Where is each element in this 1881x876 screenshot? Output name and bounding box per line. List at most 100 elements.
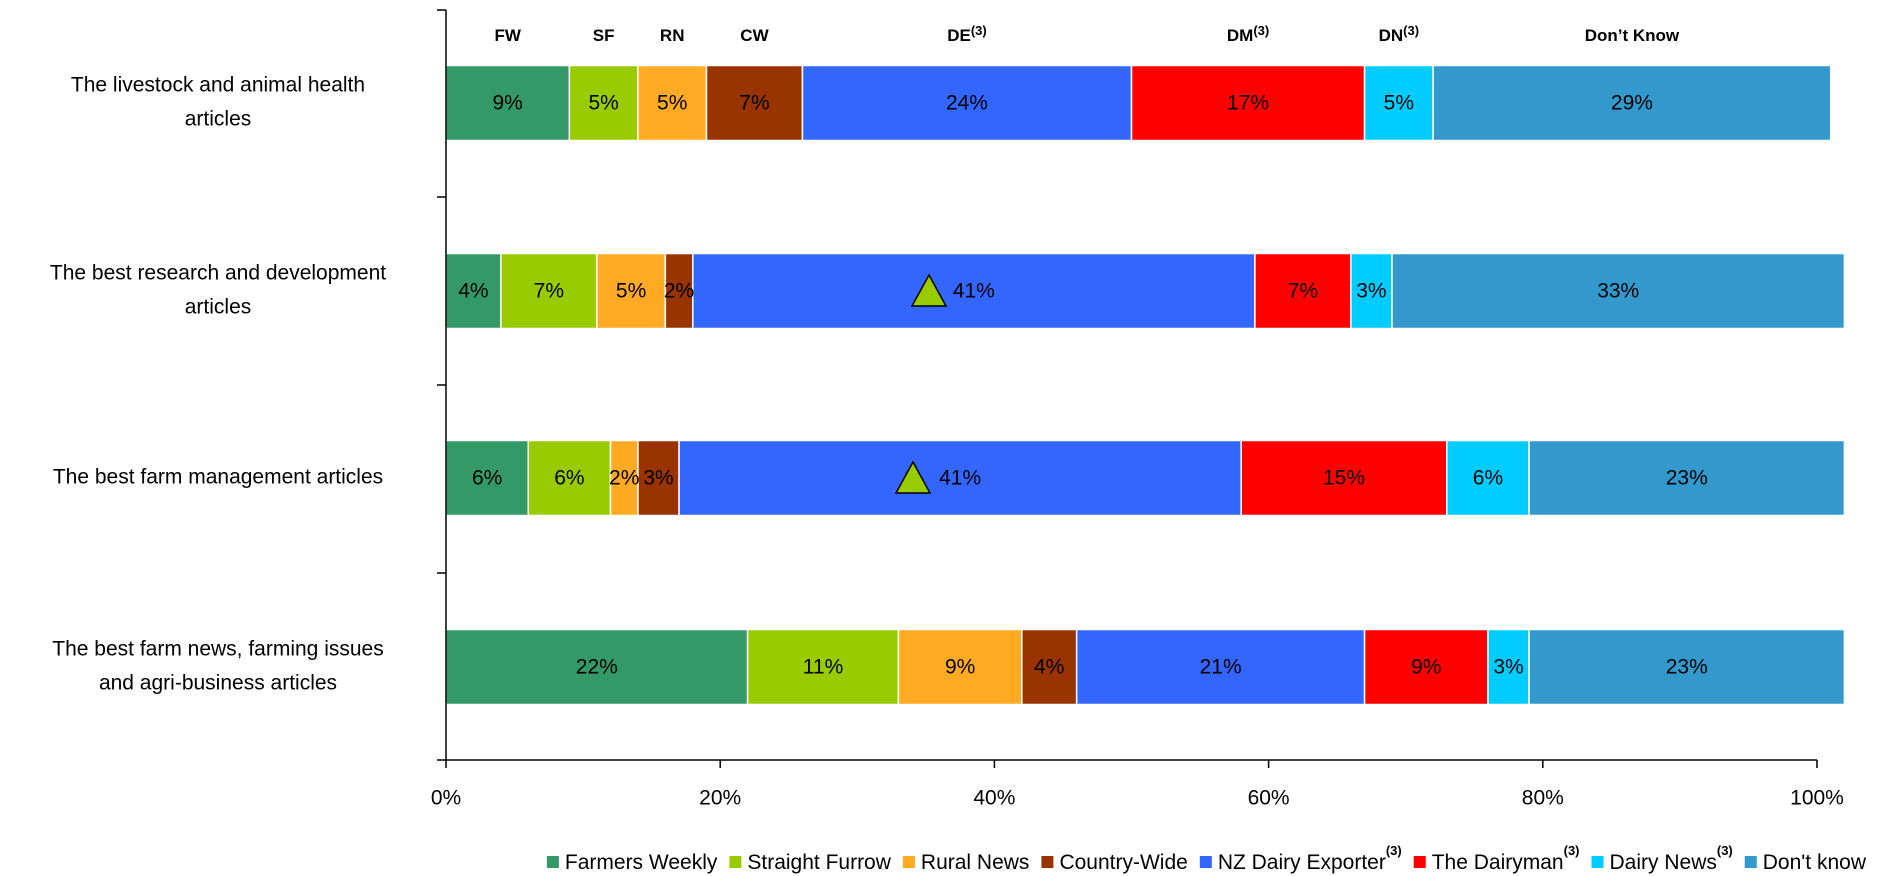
data-label: 21% bbox=[1200, 656, 1242, 679]
column-header: Don’t Know bbox=[1585, 26, 1680, 45]
data-label: 17% bbox=[1227, 92, 1269, 115]
column-header: DM(3) bbox=[1227, 23, 1269, 45]
data-label: 4% bbox=[1034, 656, 1064, 679]
data-label: 3% bbox=[1493, 656, 1523, 679]
bar-segment bbox=[692, 252, 1256, 330]
bar-segment bbox=[1432, 64, 1832, 142]
bar-segment bbox=[500, 252, 598, 330]
data-label: 4% bbox=[458, 280, 488, 303]
bar-segment bbox=[568, 64, 639, 142]
bar-segment bbox=[1254, 252, 1352, 330]
data-label: 11% bbox=[803, 656, 843, 679]
legend-name: Dairy News bbox=[1610, 851, 1717, 874]
x-tick-label: 80% bbox=[1522, 787, 1564, 810]
column-header-text: Don’t Know bbox=[1585, 26, 1680, 45]
bar-segment bbox=[637, 439, 680, 517]
x-tick-label: 0% bbox=[431, 787, 461, 810]
bar-segment bbox=[1021, 628, 1078, 706]
legend-label: Straight Furrow bbox=[747, 851, 891, 874]
bar-segment bbox=[1363, 64, 1434, 142]
column-header-note: (3) bbox=[971, 23, 987, 38]
column-header-text: SF bbox=[593, 26, 615, 45]
legend-label: Rural News bbox=[921, 851, 1030, 874]
data-label: 9% bbox=[945, 656, 975, 679]
legend-name: Farmers Weekly bbox=[565, 851, 718, 874]
legend-name: Country-Wide bbox=[1059, 851, 1187, 874]
data-label: 6% bbox=[472, 467, 502, 490]
data-label: 5% bbox=[1384, 92, 1414, 115]
legend-swatch bbox=[902, 856, 915, 868]
legend-item: Country-Wide bbox=[1041, 851, 1188, 874]
category-label: and agri-business articles bbox=[99, 672, 337, 695]
legend-item: Farmers Weekly bbox=[546, 851, 718, 874]
bar-segment bbox=[1391, 252, 1846, 330]
bar-segment bbox=[1528, 439, 1846, 517]
data-label: 23% bbox=[1666, 467, 1708, 490]
column-header: CW bbox=[740, 26, 769, 45]
legend-swatch bbox=[1591, 856, 1604, 868]
data-label: 7% bbox=[739, 92, 769, 115]
legend-label: NZ Dairy Exporter(3) bbox=[1218, 843, 1402, 873]
significance-triangle bbox=[894, 460, 932, 494]
data-label: 24% bbox=[946, 92, 988, 115]
column-header: SF bbox=[593, 26, 615, 45]
data-label: 2% bbox=[664, 280, 694, 303]
data-label: 29% bbox=[1611, 92, 1653, 115]
legend-label: Dairy News(3) bbox=[1610, 843, 1733, 873]
legend-name: Rural News bbox=[921, 851, 1030, 874]
legend-name: NZ Dairy Exporter bbox=[1218, 851, 1386, 874]
category-label: The best farm management articles bbox=[53, 466, 383, 489]
data-label: 6% bbox=[554, 467, 584, 490]
category-label: The livestock and animal health bbox=[71, 74, 365, 97]
legend-swatch bbox=[1413, 856, 1426, 868]
legend-swatch bbox=[1199, 856, 1212, 868]
data-label: 5% bbox=[657, 92, 687, 115]
legend-swatch bbox=[1744, 856, 1757, 868]
bar-segment bbox=[609, 439, 639, 517]
data-label: 15% bbox=[1323, 467, 1365, 490]
column-header-note: (3) bbox=[1403, 23, 1419, 38]
column-header-text: RN bbox=[660, 26, 685, 45]
legend-label: The Dairyman(3) bbox=[1432, 843, 1580, 873]
column-header-text: DN bbox=[1379, 26, 1404, 45]
column-header-note: (3) bbox=[1253, 23, 1269, 38]
x-tick-label: 60% bbox=[1248, 787, 1290, 810]
data-label: 22% bbox=[576, 656, 618, 679]
bar-segment bbox=[1487, 628, 1530, 706]
data-label: 41% bbox=[953, 280, 995, 303]
x-tick-label: 20% bbox=[699, 787, 741, 810]
legend-name: The Dairyman bbox=[1432, 851, 1564, 874]
category-label: articles bbox=[185, 296, 252, 319]
bar-segment bbox=[678, 439, 1242, 517]
bar-segment bbox=[1446, 439, 1530, 517]
column-header: FW bbox=[494, 26, 521, 45]
legend-item: The Dairyman(3) bbox=[1413, 843, 1580, 874]
data-label: 41% bbox=[939, 467, 981, 490]
legend-swatch bbox=[729, 856, 742, 868]
column-header: DE(3) bbox=[947, 23, 987, 45]
legend-note: (3) bbox=[1386, 843, 1402, 858]
column-header-text: DM bbox=[1227, 26, 1253, 45]
marks bbox=[445, 64, 1846, 706]
x-tick-label: 40% bbox=[973, 787, 1015, 810]
legend-swatch bbox=[1041, 856, 1054, 868]
bar-segment bbox=[1528, 628, 1846, 706]
legend-item: Don't know bbox=[1744, 851, 1867, 874]
legend-note: (3) bbox=[1717, 843, 1733, 858]
legend-swatch bbox=[546, 856, 559, 868]
legend-label: Farmers Weekly bbox=[565, 851, 718, 874]
column-header-text: FW bbox=[494, 26, 521, 45]
data-label: 33% bbox=[1597, 280, 1639, 303]
bar-segment bbox=[801, 64, 1133, 142]
legend-item: Dairy News(3) bbox=[1591, 843, 1733, 874]
column-header: RN bbox=[660, 26, 685, 45]
bar-segment bbox=[1130, 64, 1366, 142]
data-label: 23% bbox=[1666, 656, 1708, 679]
data-label: 5% bbox=[616, 280, 646, 303]
legend-item: Straight Furrow bbox=[729, 851, 892, 874]
significance-triangle bbox=[910, 273, 948, 307]
data-label: 7% bbox=[1288, 280, 1318, 303]
category-label: The best farm news, farming issues bbox=[52, 638, 383, 661]
data-label: 3% bbox=[1356, 280, 1386, 303]
